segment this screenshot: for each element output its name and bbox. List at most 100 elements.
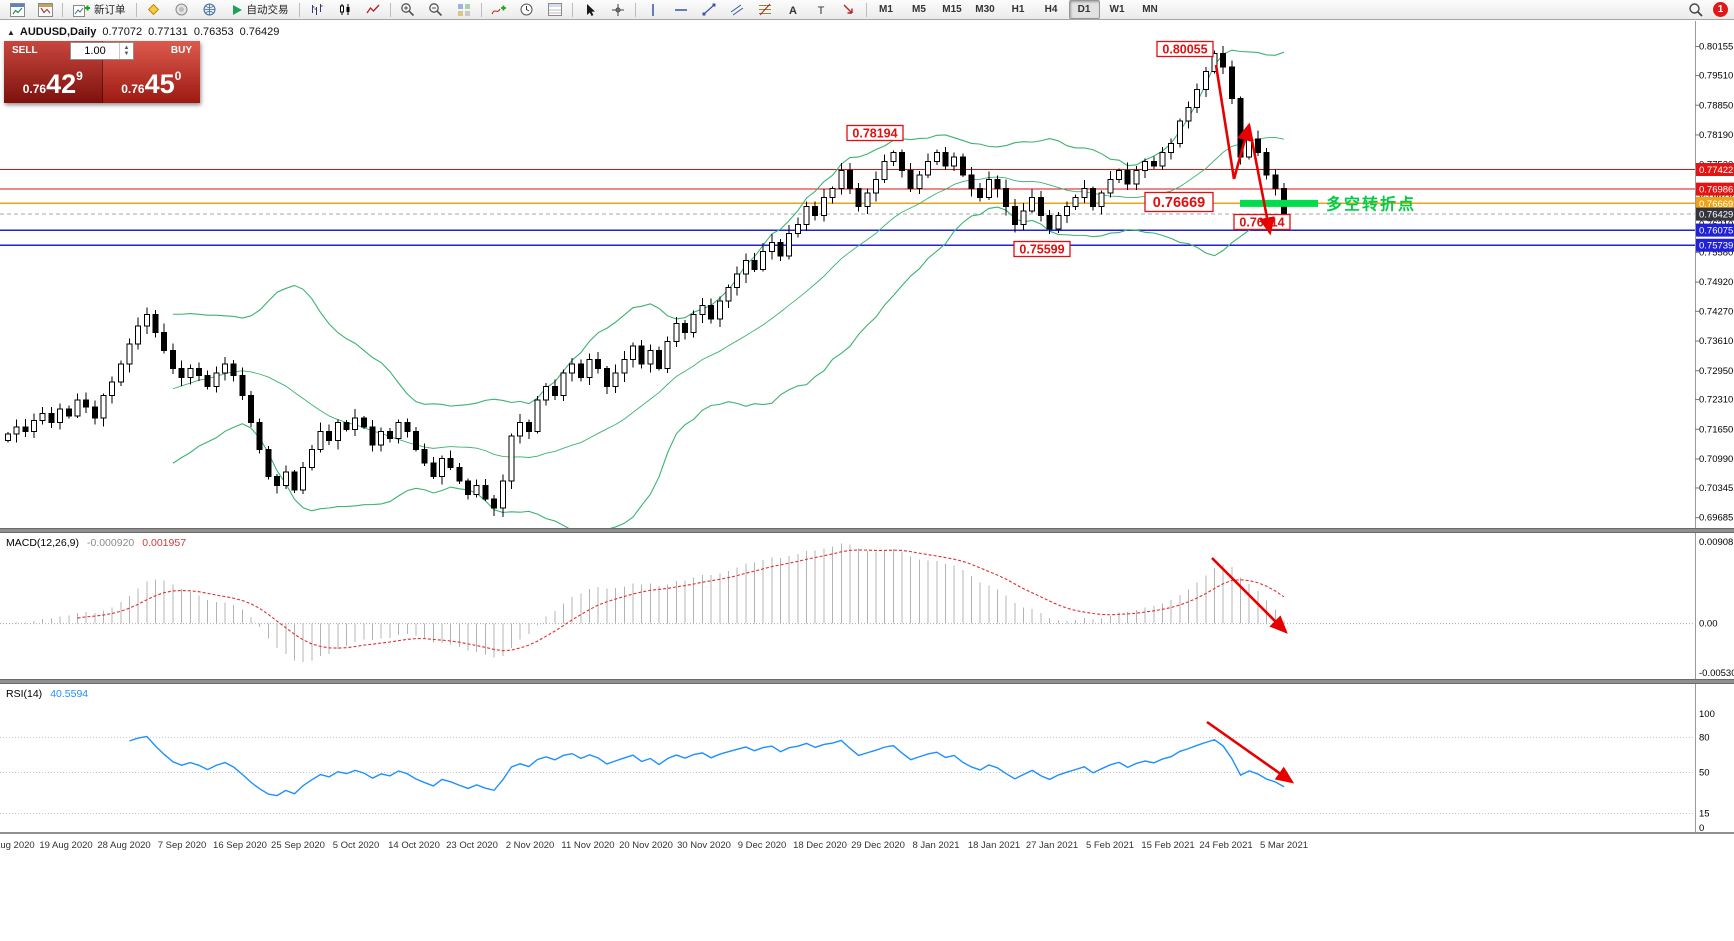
new-order-icon: [73, 3, 90, 17]
volume-input[interactable]: [71, 43, 119, 59]
sell-price: 0.76429: [22, 69, 83, 99]
candle-body: [786, 233, 793, 257]
rsi-indicator-panel[interactable]: 100 80 50 15 0: [0, 684, 1734, 832]
fibonacci-icon[interactable]: [752, 0, 778, 19]
candle-body: [647, 350, 654, 365]
vertical-line-icon[interactable]: [640, 0, 666, 19]
candle-body: [881, 161, 888, 180]
candle-body: [925, 161, 932, 176]
price-axis-label: 0.70990: [1699, 454, 1733, 465]
metaeditor-icon[interactable]: [141, 0, 167, 19]
candle-body: [1168, 143, 1175, 153]
timeframe-h4[interactable]: H4: [1044, 4, 1058, 15]
candle-body: [1124, 170, 1131, 185]
timeframe-m1[interactable]: M1: [879, 4, 893, 15]
main-price-chart[interactable]: 0.801550.795100.788500.781900.775300.768…: [0, 21, 1734, 528]
line-chart-icon[interactable]: [360, 0, 386, 19]
history-center-icon[interactable]: [169, 0, 195, 19]
timeframe-d1[interactable]: D1: [1068, 0, 1100, 19]
macd-header: MACD(12,26,9) -0.000920 0.001957: [6, 537, 186, 549]
trendline-icon[interactable]: [696, 0, 722, 19]
date-label: 18 Dec 2020: [793, 840, 847, 851]
price-callout-text: 0.76214: [1239, 216, 1284, 230]
spin-up-icon[interactable]: ▲: [123, 45, 130, 51]
new-chart-icon[interactable]: [4, 0, 30, 19]
candle-body: [708, 305, 715, 320]
turning-point-bar[interactable]: [1240, 199, 1318, 207]
bar-chart-icon[interactable]: [304, 0, 330, 19]
candle-body: [187, 368, 194, 378]
templates-icon[interactable]: [542, 0, 568, 19]
timeframe-w1[interactable]: W1: [1109, 4, 1125, 15]
timeframe-m5[interactable]: M5: [912, 4, 926, 15]
candle-body: [664, 341, 671, 369]
price-callout-box[interactable]: [846, 124, 904, 142]
red-arrow-annotation[interactable]: [1247, 124, 1275, 236]
price-callout-box[interactable]: [1156, 40, 1214, 58]
price-callout-box[interactable]: [1144, 191, 1214, 213]
community-icon[interactable]: [197, 0, 223, 19]
price-axis-label: 0.75580: [1699, 247, 1733, 258]
rsi-header: RSI(14) 40.5594: [6, 688, 88, 700]
indicators-icon[interactable]: [486, 0, 512, 19]
cursor-icon[interactable]: [577, 0, 603, 19]
collapse-icon[interactable]: ▲: [7, 27, 15, 37]
rsi-line: [129, 735, 1285, 797]
candle-body: [57, 408, 64, 423]
timeframe-m15[interactable]: M15: [942, 4, 962, 15]
new-order-button[interactable]: 新订单: [67, 1, 132, 18]
candlestick-chart-icon[interactable]: [332, 0, 358, 19]
candle-body: [803, 206, 810, 225]
red-arrow-annotation[interactable]: [1211, 557, 1288, 634]
spin-down-icon[interactable]: ▼: [123, 51, 130, 57]
autotrading-play-icon: [231, 4, 243, 16]
crosshair-icon[interactable]: [605, 0, 631, 19]
search-icon[interactable]: [1682, 0, 1708, 19]
price-axis-label: 0.70345: [1699, 483, 1733, 494]
text-icon[interactable]: A: [780, 0, 806, 19]
periods-icon[interactable]: [514, 0, 540, 19]
toolbar-separator: [389, 2, 391, 17]
panel-divider-rsi[interactable]: [0, 679, 1734, 684]
toolbar-separator: [865, 2, 867, 17]
horizontal-line-icon[interactable]: [668, 0, 694, 19]
price-callout-text: 0.78194: [852, 127, 897, 141]
red-arrow-annotation[interactable]: [1214, 64, 1236, 180]
new-order-label: 新订单: [94, 4, 126, 16]
rsi-axis-label: 15: [1699, 808, 1710, 819]
timeframe-h1[interactable]: H1: [1011, 4, 1025, 15]
candle-body: [577, 363, 584, 378]
candle-body: [1011, 206, 1018, 225]
text-label-icon[interactable]: T: [808, 0, 834, 19]
macd-indicator-panel[interactable]: 0.009081 0.00 -0.005306: [0, 533, 1734, 679]
candle-body: [308, 449, 315, 468]
red-arrow-annotation[interactable]: [1232, 122, 1253, 180]
price-callout-box[interactable]: [1013, 240, 1071, 258]
candle-body: [742, 260, 749, 275]
candle-body: [100, 395, 107, 419]
volume-spinner[interactable]: ▲ ▼: [119, 43, 133, 59]
notification-badge[interactable]: 1: [1713, 2, 1728, 17]
zoom-in-icon[interactable]: [395, 0, 421, 19]
candle-body: [256, 422, 263, 450]
date-axis[interactable]: 10 Aug 2020 19 Aug 2020 28 Aug 2020 7 Sep 2…: [0, 834, 1695, 858]
candle-body: [1037, 197, 1044, 216]
zoom-out-icon[interactable]: [423, 0, 449, 19]
panel-divider-macd[interactable]: [0, 528, 1734, 533]
tile-windows-icon[interactable]: [451, 0, 477, 19]
chart-profiles-icon[interactable]: [32, 0, 58, 19]
autotrading-button[interactable]: 自动交易: [225, 1, 295, 18]
timeframe-m30[interactable]: M30: [975, 4, 995, 15]
arrows-tool-icon[interactable]: [836, 0, 862, 19]
candle-body: [334, 422, 341, 441]
date-label: 14 Oct 2020: [388, 840, 440, 851]
equidistant-channel-icon[interactable]: [724, 0, 750, 19]
candle-body: [560, 372, 567, 396]
candle-body: [595, 359, 602, 369]
rsi-value: 40.5594: [50, 688, 89, 700]
candle-body: [491, 498, 498, 509]
price-marker-text: 0.75739: [1699, 241, 1733, 252]
red-arrow-annotation[interactable]: [1206, 720, 1295, 784]
price-axis-label: 0.69685: [1699, 513, 1733, 524]
timeframe-mn[interactable]: MN: [1142, 4, 1158, 15]
